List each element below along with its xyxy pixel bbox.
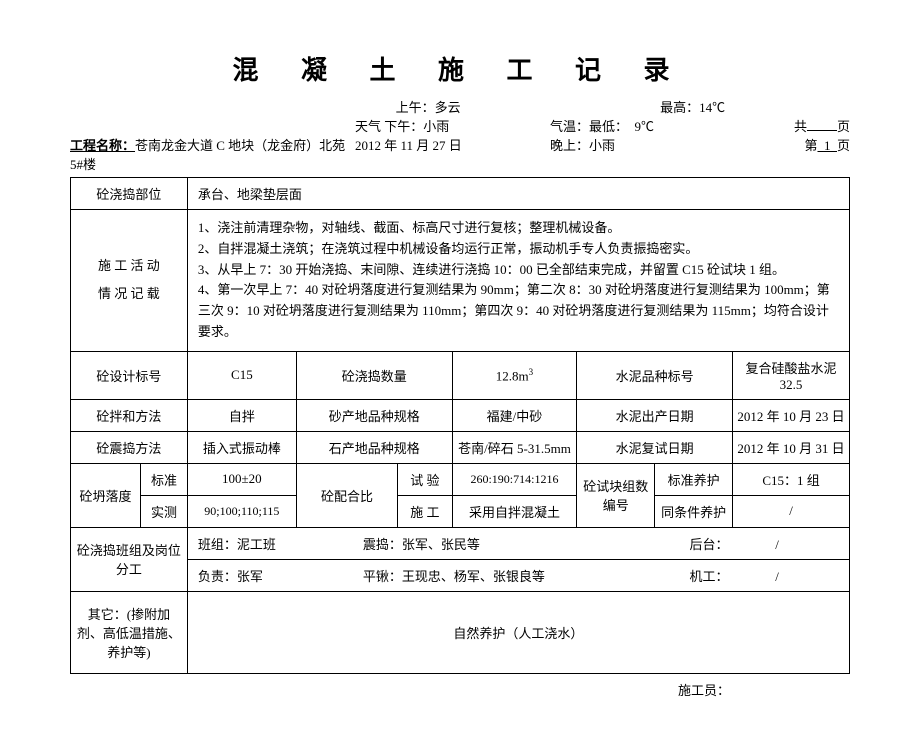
design-grade-label: 砼设计标号: [71, 351, 188, 399]
page-cur-label: 第: [804, 138, 817, 153]
table-row: 施 工 活 动 情 况 记 载 1、浇注前清理杂物，对轴线、截面、标高尺寸进行复…: [71, 210, 850, 352]
table-row: 砼拌和方法 自拌 砂产地品种规格 福建/中砂 水泥出产日期 2012 年 10 …: [71, 399, 850, 431]
temp-high-label: 最高：: [660, 100, 699, 115]
cement-prod-date-label: 水泥出产日期: [577, 399, 733, 431]
mix-cons-value: 采用自拌混凝土: [452, 495, 577, 527]
stone-spec-value: 苍南/碎石 5-31.5mm: [452, 431, 577, 463]
pour-qty-label: 砼浇捣数量: [296, 351, 452, 399]
cement-prod-date-value: 2012 年 10 月 23 日: [733, 399, 850, 431]
mix-trial-value: 260:190:714:1216: [452, 463, 577, 495]
same-cure-label: 同条件养护: [655, 495, 733, 527]
slump-label: 砼坍落度: [71, 463, 141, 527]
temp-label: 气温：: [550, 119, 589, 134]
weather-pm-label: 下午：: [384, 119, 423, 134]
std-cure-label: 标准养护: [655, 463, 733, 495]
crew-label: 砼浇捣班组及岗位分工: [71, 527, 188, 591]
table-row: 砼浇捣班组及岗位分工 班组：泥工班 震捣：张军、张民等 后台： /: [71, 527, 850, 559]
pour-qty-value: 12.8m3: [452, 351, 577, 399]
table-row: 砼设计标号 C15 砼浇捣数量 12.8m3 水泥品种标号 复合硅酸盐水泥 32…: [71, 351, 850, 399]
page-cur: 1: [824, 138, 831, 153]
table-row: 砼坍落度 标准 100±20 砼配合比 试 验 260:190:714:1216…: [71, 463, 850, 495]
sand-spec-label: 砂产地品种规格: [296, 399, 452, 431]
vibrate-method-value: 插入式振动棒: [187, 431, 296, 463]
cement-retest-date-value: 2012 年 10 月 31 日: [733, 431, 850, 463]
slump-real-value: 90;100;110;115: [187, 495, 296, 527]
document-title: 混 凝 土 施 工 记 录: [70, 50, 850, 87]
cement-retest-date-label: 水泥复试日期: [577, 431, 733, 463]
weather-night-label: 晚上：: [550, 138, 589, 153]
other-label: 其它：(掺附加剂、高低温措施、养护等): [71, 591, 188, 673]
page-cur-suffix: 页: [837, 138, 850, 153]
table-row: 实测 90;100;110;115 施 工 采用自拌混凝土 同条件养护 /: [71, 495, 850, 527]
test-block-label: 砼试块组数编号: [577, 463, 655, 527]
slump-std-label: 标准: [141, 463, 188, 495]
weather-am-label: 上午：: [396, 100, 435, 115]
weather-am: 多云: [435, 100, 461, 115]
temp-low-label: 最低：: [589, 119, 628, 134]
page-total-suffix: 页: [837, 119, 850, 134]
table-row: 其它：(掺附加剂、高低温措施、养护等) 自然养护（人工浇水）: [71, 591, 850, 673]
sand-spec-value: 福建/中砂: [452, 399, 577, 431]
design-grade-value: C15: [187, 351, 296, 399]
crew-row-1: 班组：泥工班 震捣：张军、张民等 后台： /: [187, 527, 849, 559]
activity-label: 施 工 活 动 情 况 记 载: [71, 210, 188, 352]
mix-ratio-label: 砼配合比: [296, 463, 397, 527]
project-label: 工程名称：: [70, 138, 135, 153]
mix-cons-label: 施 工: [398, 495, 453, 527]
vibrate-method-label: 砼震捣方法: [71, 431, 188, 463]
cement-type-value: 复合硅酸盐水泥 32.5: [733, 351, 850, 399]
weather-night: 小雨: [589, 138, 615, 153]
table-row: 砼浇捣部位 承台、地梁垫层面: [71, 178, 850, 210]
table-row: 砼震捣方法 插入式振动棒 石产地品种规格 苍南/碎石 5-31.5mm 水泥复试…: [71, 431, 850, 463]
other-value: 自然养护（人工浇水）: [187, 591, 849, 673]
activity-content: 1、浇注前清理杂物，对轴线、截面、标高尺寸进行复核；整理机械设备。 2、自拌混凝…: [187, 210, 849, 352]
page-total-label: 共: [794, 119, 807, 134]
footer-signer: 施工员：: [70, 680, 850, 699]
mix-method-value: 自拌: [187, 399, 296, 431]
mix-method-label: 砼拌和方法: [71, 399, 188, 431]
temp-high: 14℃: [699, 100, 725, 115]
main-table: 砼浇捣部位 承台、地梁垫层面 施 工 活 动 情 况 记 载 1、浇注前清理杂物…: [70, 177, 850, 674]
header-block: 天气 上午：多云 最高：14℃ 天气 下午：小雨 气温：最低： 9℃ 共页 工程…: [70, 97, 850, 173]
pour-position-value: 承台、地梁垫层面: [187, 178, 849, 210]
cement-type-label: 水泥品种标号: [577, 351, 733, 399]
table-row: 负责：张军 平锹：王现忠、杨军、张银良等 机工： /: [71, 559, 850, 591]
temp-low: 9℃: [635, 119, 655, 134]
weather-label: 天气: [355, 119, 381, 134]
std-cure-value: C15：1 组: [733, 463, 850, 495]
same-cure-value: /: [733, 495, 850, 527]
stone-spec-label: 石产地品种规格: [296, 431, 452, 463]
mix-trial-label: 试 验: [398, 463, 453, 495]
weather-pm: 小雨: [423, 119, 449, 134]
pour-position-label: 砼浇捣部位: [71, 178, 188, 210]
crew-row-2: 负责：张军 平锹：王现忠、杨军、张银良等 机工： /: [187, 559, 849, 591]
slump-std-value: 100±20: [187, 463, 296, 495]
slump-real-label: 实测: [141, 495, 188, 527]
date: 2012 年 11 月 27 日: [355, 138, 462, 153]
